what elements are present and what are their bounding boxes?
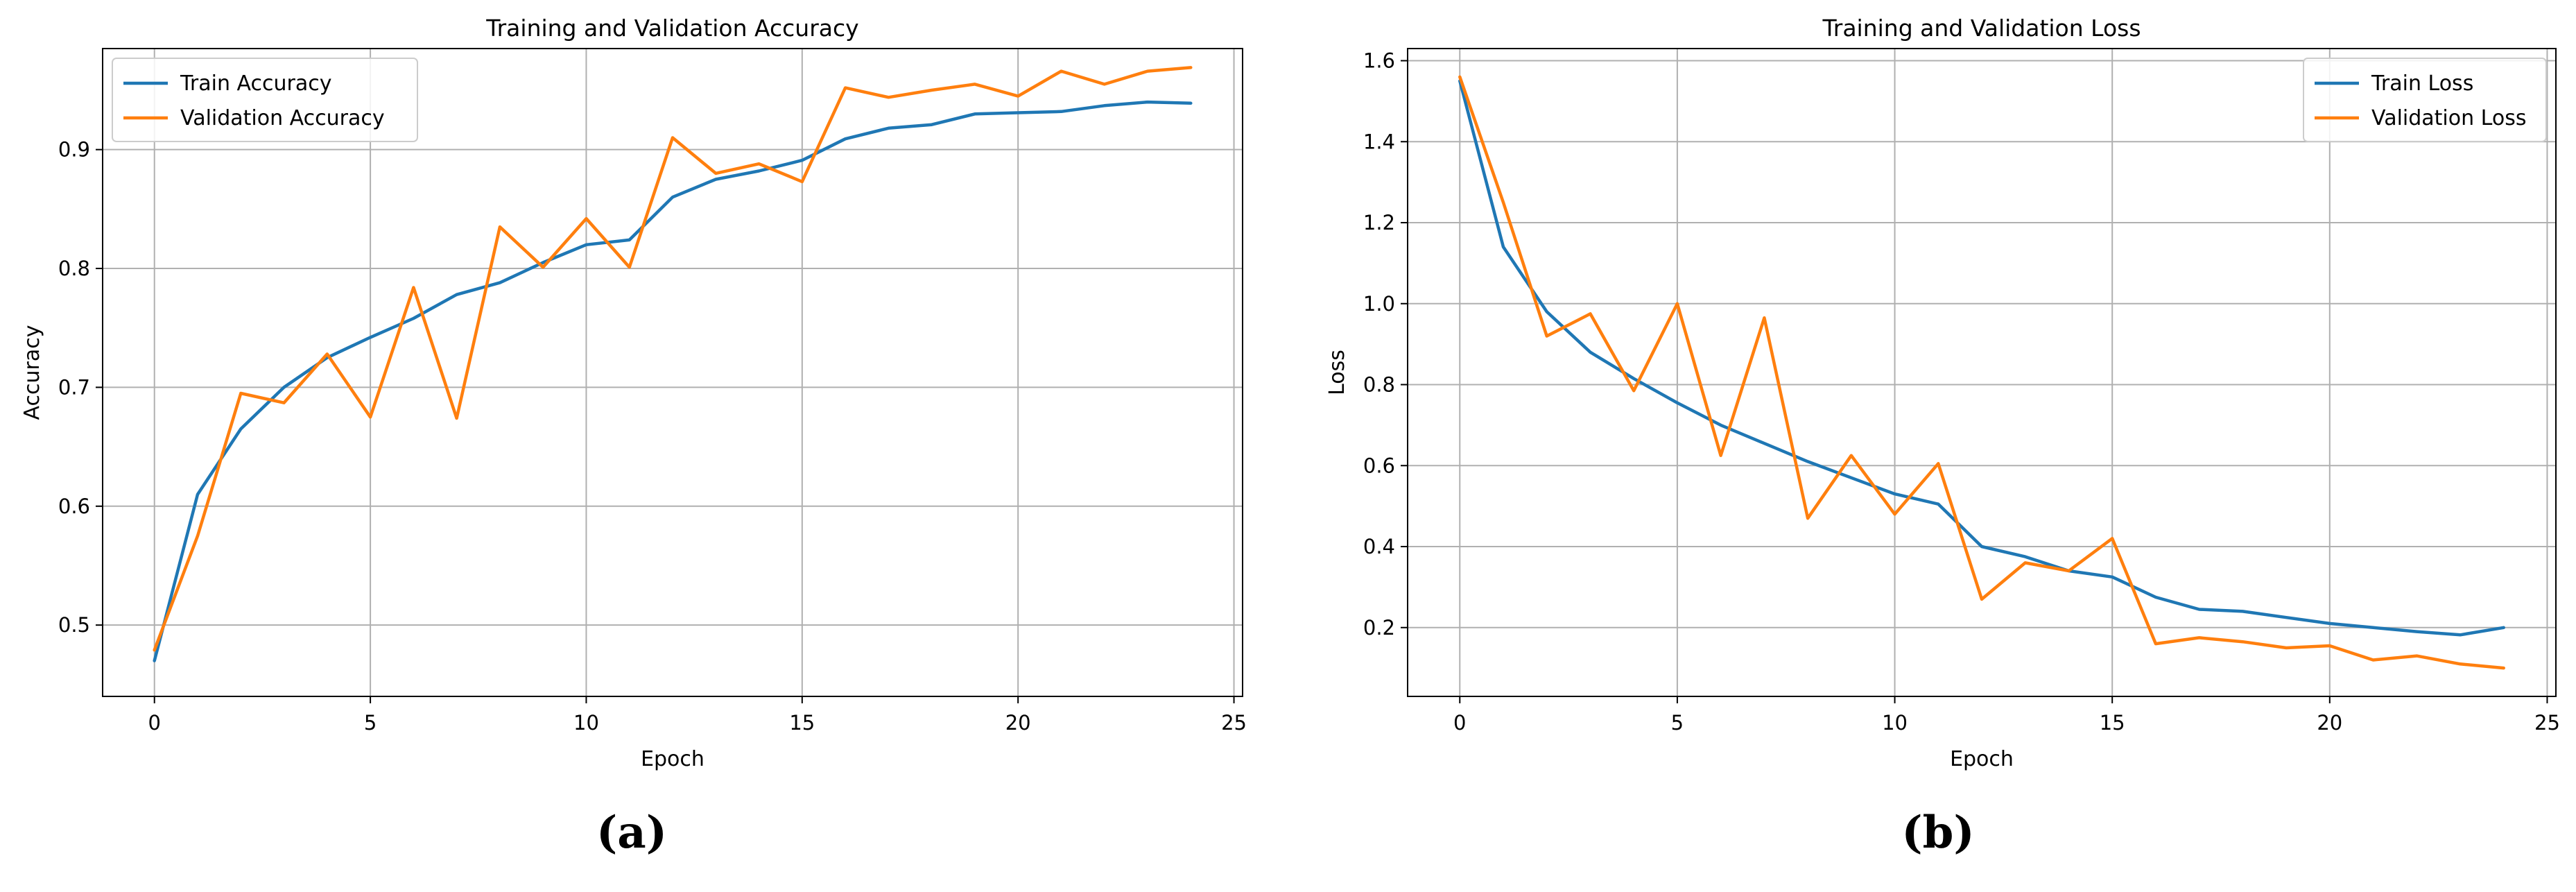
- y-tick-label: 1.4: [1363, 130, 1395, 153]
- legend-box: [112, 58, 418, 142]
- y-tick-label: 0.2: [1363, 616, 1395, 640]
- x-axis-label: Epoch: [641, 747, 704, 771]
- series-line-train-accuracy: [153, 100, 1193, 662]
- legend-label: Validation Accuracy: [180, 106, 385, 130]
- panel-caption: (a): [596, 807, 667, 859]
- x-tick-label: 15: [789, 711, 815, 735]
- y-tick-label: 1.0: [1363, 292, 1395, 316]
- legend: Train Loss Validation Loss: [2303, 58, 2547, 142]
- x-axis-label: Epoch: [1950, 747, 2014, 771]
- x-tick-label: 25: [2534, 711, 2560, 735]
- series-line-validation-loss: [1458, 75, 2505, 670]
- plot-frame: [102, 48, 1243, 697]
- y-tick-label: 0.4: [1363, 535, 1395, 558]
- y-tick-label: 0.9: [58, 138, 90, 162]
- legend-label: Validation Loss: [2371, 106, 2526, 130]
- y-axis-label: Loss: [1325, 350, 1349, 395]
- x-tick-label: 25: [1221, 711, 1247, 735]
- series-line-train-loss: [1458, 79, 2505, 637]
- legend-label: Train Loss: [2371, 71, 2473, 96]
- y-tick-label: 0.7: [58, 375, 90, 399]
- legend-label: Train Accuracy: [180, 71, 331, 96]
- legend: Train Accuracy Validation Accuracy: [112, 58, 418, 142]
- y-axis-label: Accuracy: [20, 325, 44, 420]
- series-line-validation-accuracy: [153, 66, 1193, 652]
- x-tick-label: 0: [148, 711, 161, 735]
- y-tick-label: 1.2: [1363, 211, 1395, 234]
- x-tick-label: 10: [573, 711, 599, 735]
- x-tick-label: 20: [1005, 711, 1031, 735]
- grid: [103, 49, 1243, 696]
- y-tick-label: 0.6: [1363, 454, 1395, 477]
- y-tick-label: 0.8: [58, 257, 90, 280]
- chart-title: Training and Validation Loss: [1822, 15, 2141, 42]
- x-tick-label: 5: [1671, 711, 1684, 735]
- x-tick-label: 10: [1882, 711, 1908, 735]
- legend-box: [2303, 58, 2547, 142]
- y-tick-label: 0.5: [58, 613, 90, 637]
- x-tick-label: 20: [2317, 711, 2342, 735]
- panel-caption: (b): [1901, 807, 1974, 859]
- chart-panel-accuracy: 0 5 10 15 20 25 0.5 0.6 0.7 0.8 0.9 Training and Va…: [20, 15, 1247, 859]
- y-tick-label: 0.8: [1363, 373, 1395, 397]
- chart-panel-loss: 0 5 10 15 20 25 0.2 0.4 0.6 0.8 1.0 1.2 1.4 1.6 Traini…: [1325, 15, 2560, 859]
- chart-title: Training and Validation Accuracy: [485, 15, 858, 42]
- y-tick-label: 1.6: [1363, 49, 1395, 73]
- y-tick-label: 0.6: [58, 495, 90, 518]
- x-tick-label: 5: [364, 711, 377, 735]
- x-tick-label: 0: [1453, 711, 1466, 735]
- x-tick-label: 15: [2100, 711, 2125, 735]
- plot-frame: [1407, 48, 2557, 697]
